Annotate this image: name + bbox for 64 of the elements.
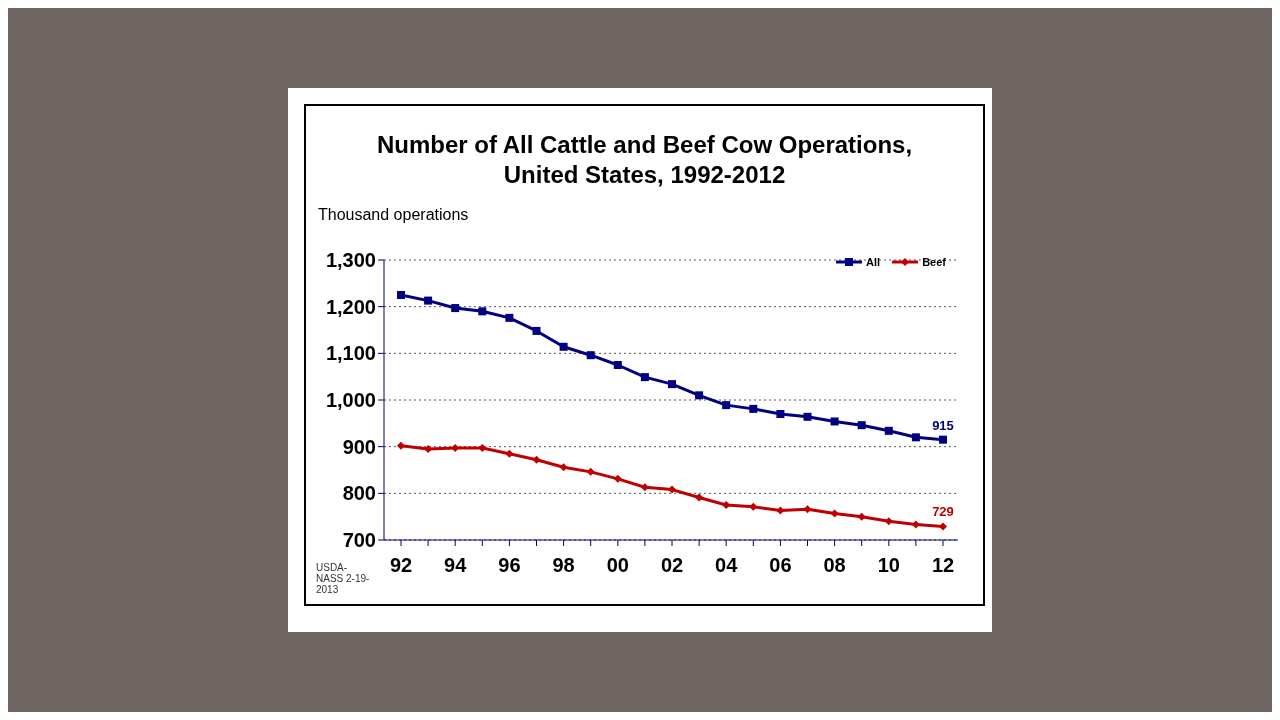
- y-tick-label: 1,300: [325, 249, 376, 272]
- point: [586, 351, 595, 360]
- legend-label: All: [866, 256, 881, 268]
- y-tick-label: 800: [342, 482, 376, 505]
- x-tick-label: 02: [660, 554, 684, 577]
- point: [505, 449, 514, 458]
- point: [532, 326, 541, 335]
- point: [478, 444, 487, 453]
- point: [478, 307, 487, 316]
- data-label: 915: [932, 417, 954, 433]
- point: [776, 410, 785, 418]
- point: [911, 433, 920, 442]
- point: [749, 502, 758, 511]
- point: [884, 426, 893, 435]
- x-tick-label: 12: [931, 554, 955, 577]
- point: [559, 342, 568, 351]
- point: [424, 296, 433, 305]
- point: [749, 404, 758, 413]
- text: USDA-NASS 2-19-2013: [316, 562, 371, 595]
- point: [586, 467, 595, 476]
- y-tick-label: 1,200: [325, 295, 376, 318]
- point: [397, 441, 405, 450]
- x-tick-label: 92: [389, 554, 413, 577]
- point: [884, 517, 893, 526]
- point: [695, 391, 704, 400]
- point: [911, 520, 920, 529]
- point: [830, 417, 839, 426]
- x-tick-label: 08: [823, 554, 846, 577]
- point: [559, 463, 568, 472]
- x-tick-label: 06: [769, 554, 792, 577]
- point: [857, 512, 866, 521]
- legend-label: Beef: [922, 256, 946, 268]
- x-tick-label: 94: [444, 554, 468, 577]
- x-tick-label: 00: [606, 554, 629, 577]
- point: [939, 435, 947, 444]
- y-axis-title: Thousand operations: [318, 206, 469, 224]
- point: [640, 373, 649, 382]
- y-tick-label: 700: [342, 529, 376, 552]
- point: [451, 304, 460, 313]
- point: [776, 506, 785, 515]
- point: [803, 412, 812, 421]
- y-tick-label: 1,000: [325, 389, 376, 412]
- chart-title: Number of All Cattle and Beef Cow Operations, United States, 1992-2012: [375, 130, 914, 190]
- point: [532, 455, 541, 464]
- point: [803, 505, 812, 514]
- y-tick-label: 900: [342, 435, 376, 458]
- x-tick-label: 04: [715, 554, 739, 577]
- x-tick-label: 10: [877, 554, 900, 577]
- point: [668, 380, 676, 389]
- point: [668, 485, 676, 494]
- x-tick-label: 96: [498, 554, 521, 577]
- point: [830, 509, 839, 518]
- point: [505, 313, 514, 322]
- x-tick-label: 98: [552, 554, 575, 577]
- point: [613, 361, 622, 369]
- data-label: 729: [932, 504, 954, 520]
- point: [613, 474, 622, 483]
- point: [939, 522, 947, 531]
- point: [640, 483, 649, 492]
- point: [857, 421, 866, 430]
- point: [695, 493, 704, 502]
- point: [722, 401, 731, 410]
- y-tick-label: 1,100: [325, 342, 376, 365]
- point: [397, 291, 405, 299]
